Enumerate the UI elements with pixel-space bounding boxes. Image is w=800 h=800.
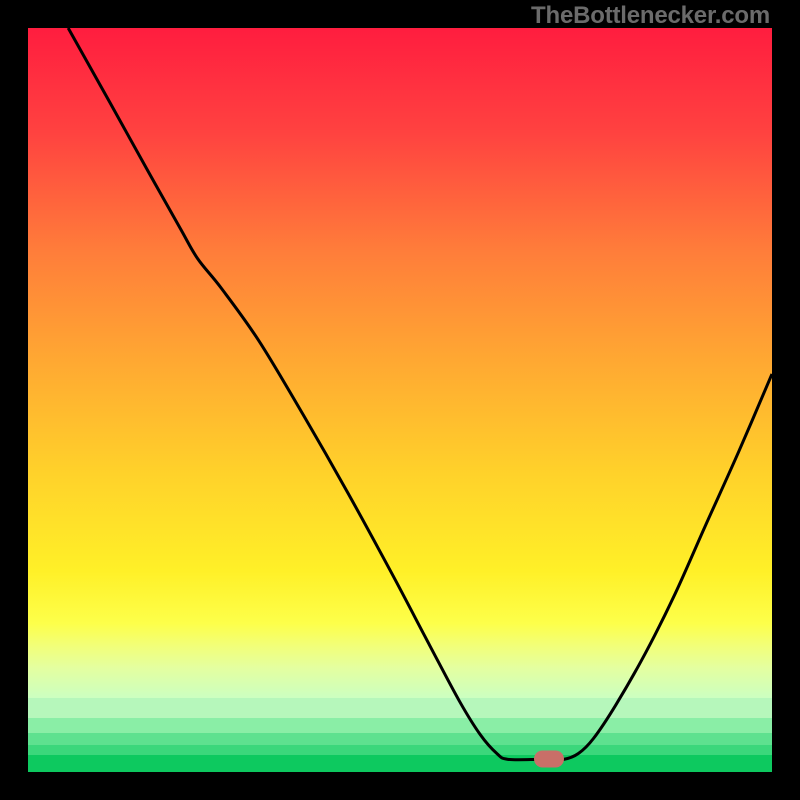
bottleneck-curve [28, 28, 772, 772]
curve-path [68, 28, 772, 760]
watermark-text: TheBottlenecker.com [531, 2, 770, 30]
plot-area [28, 28, 772, 772]
optimal-marker [534, 751, 564, 768]
